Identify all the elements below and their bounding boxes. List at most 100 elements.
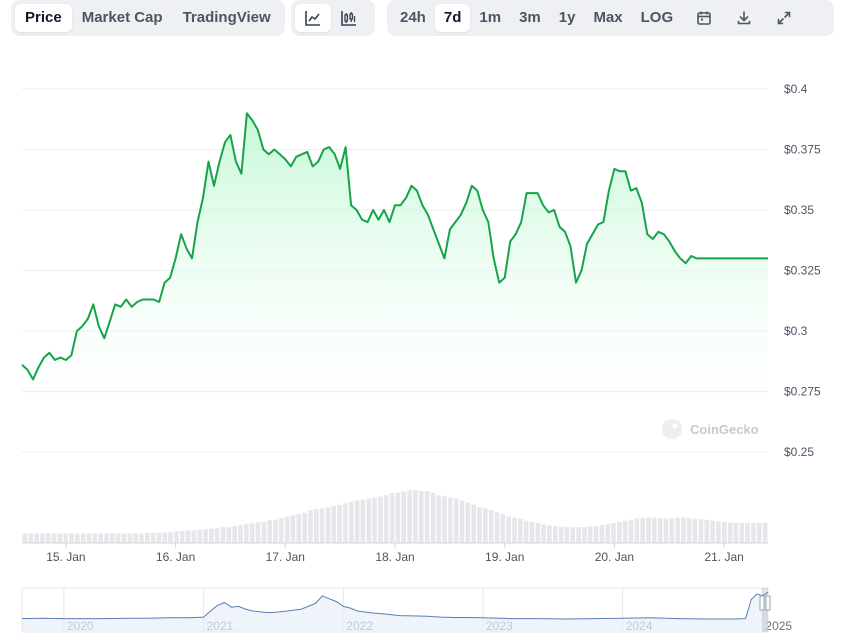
range-3m-button[interactable]: 3m — [519, 9, 541, 26]
volume-bar — [168, 531, 173, 543]
candlestick-chart-icon — [340, 9, 358, 27]
price-line — [21, 112, 768, 381]
volume-bar — [302, 512, 307, 543]
volume-bar — [57, 533, 63, 543]
x-tick-label: 18. Jan — [375, 550, 414, 564]
volume-bar — [28, 533, 33, 543]
volume-bar — [698, 519, 704, 543]
expand-icon — [776, 10, 792, 26]
range-1y-button[interactable]: 1y — [558, 9, 576, 26]
range-24h-button[interactable]: 24h — [400, 9, 426, 26]
volume-bar — [226, 527, 232, 543]
volume-bar — [86, 533, 92, 543]
volume-bar — [290, 515, 296, 543]
tab-market-cap[interactable]: Market Cap — [81, 9, 163, 26]
volume-bar — [139, 533, 144, 543]
volume-bar — [366, 498, 372, 543]
volume-bar — [564, 527, 570, 543]
volume-bar — [722, 521, 727, 543]
volume-bar — [529, 521, 535, 543]
chart-toolbar: Price Market Cap TradingView 24h 7d 1m 3m 1y Ma… — [0, 0, 854, 40]
volume-bar — [115, 533, 121, 543]
x-tick-label: 17. Jan — [266, 550, 305, 564]
overview-handle-right — [765, 595, 771, 611]
line-chart-button[interactable] — [295, 4, 331, 32]
volume-bar — [692, 518, 698, 543]
watermark-text: CoinGecko — [690, 422, 759, 437]
volume-bar — [174, 531, 179, 543]
price-area — [22, 113, 768, 452]
x-tick-label: 21. Jan — [704, 550, 743, 564]
volume-bar — [360, 499, 366, 543]
volume-bar — [634, 518, 640, 543]
volume-bar — [98, 533, 103, 543]
volume-bar — [127, 533, 133, 543]
y-tick-label: $0.275 — [784, 385, 821, 399]
candlestick-chart-button[interactable] — [331, 4, 367, 32]
tab-price[interactable]: Price — [15, 4, 72, 32]
volume-bar — [762, 522, 768, 543]
volume-bar — [255, 522, 261, 543]
volume-bar — [488, 510, 494, 543]
volume-bar — [518, 519, 523, 543]
tab-tradingview[interactable]: TradingView — [182, 9, 271, 26]
volume-bar — [756, 522, 762, 543]
volume-bar — [599, 525, 605, 543]
y-tick-label: $0.375 — [784, 143, 821, 157]
volume-bar — [40, 533, 45, 543]
volume-bar — [523, 520, 529, 543]
volume-bar — [535, 522, 541, 543]
expand-button[interactable] — [766, 4, 802, 32]
volume-bar — [727, 522, 733, 543]
volume-bar — [605, 523, 610, 543]
volume-bar — [710, 520, 715, 543]
range-max-button[interactable]: Max — [593, 9, 623, 26]
volume-bar — [401, 491, 406, 543]
volume-bar — [611, 522, 616, 543]
range-log-button[interactable]: LOG — [640, 9, 674, 26]
volume-bar — [261, 521, 267, 543]
price-chart[interactable]: $0.4 $0.375 $0.35 $0.325 $0.3 $0.275 $0.25 Coin… — [0, 40, 854, 639]
overview-tick-label: 2025 — [765, 619, 792, 633]
volume-bar — [459, 500, 465, 543]
volume-bar — [308, 510, 313, 543]
volume-bar — [51, 533, 57, 543]
volume-bar — [45, 533, 51, 543]
volume-bar — [325, 507, 331, 543]
volume-bar — [547, 525, 552, 543]
volume-bar — [133, 533, 138, 543]
volume-bar — [663, 518, 669, 543]
volume-bar — [349, 501, 354, 543]
volume-bar — [541, 524, 546, 543]
volume-bar — [669, 518, 675, 543]
volume-bar — [617, 521, 622, 543]
y-tick-label: $0.3 — [784, 324, 808, 338]
x-tick-label: 20. Jan — [595, 550, 634, 564]
volume-bar — [471, 504, 476, 543]
range-7d-button[interactable]: 7d — [434, 4, 471, 32]
volume-bar — [249, 523, 255, 543]
calendar-button[interactable] — [686, 4, 722, 32]
volume-bar — [593, 526, 599, 543]
metric-tab-group: Price Market Cap TradingView — [11, 0, 285, 36]
volume-bar — [716, 521, 721, 543]
volume-bar — [75, 533, 80, 543]
volume-bar — [704, 519, 710, 543]
volume-bar — [331, 505, 337, 543]
volume-bar — [681, 517, 686, 543]
download-button[interactable] — [726, 4, 762, 32]
y-tick-label: $0.4 — [784, 82, 808, 96]
range-1m-button[interactable]: 1m — [479, 9, 502, 26]
volume-bar — [180, 530, 185, 543]
volume-bar — [657, 518, 663, 543]
volume-bar — [185, 530, 191, 543]
volume-bar — [553, 526, 558, 543]
volume-bar — [92, 533, 98, 543]
volume-bar — [483, 508, 488, 543]
volume-bar — [395, 492, 401, 543]
volume-bar — [244, 523, 249, 543]
volume-bar — [279, 518, 284, 543]
volume-bar — [203, 529, 208, 543]
volume-bar — [424, 491, 430, 543]
volume-bar — [69, 533, 74, 543]
